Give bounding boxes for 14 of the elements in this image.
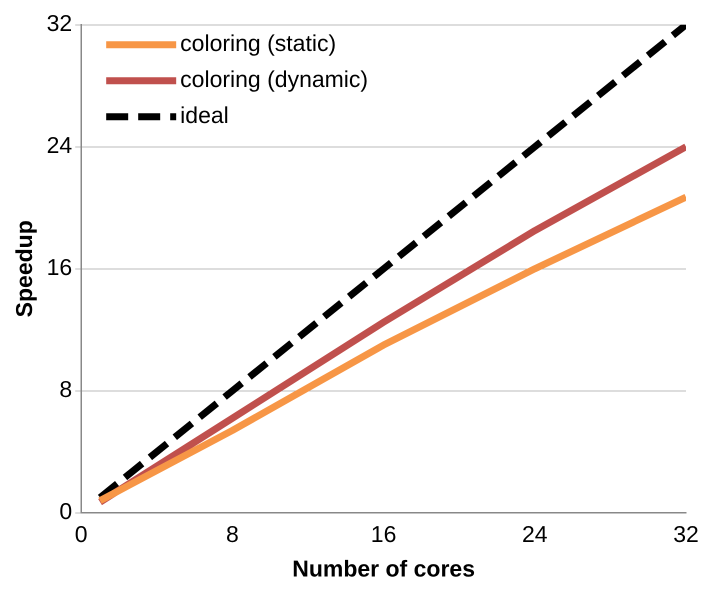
legend-label: ideal xyxy=(180,102,229,128)
y-tick-label: 32 xyxy=(46,10,72,36)
y-tick-label: 24 xyxy=(46,132,72,158)
legend-label: coloring (dynamic) xyxy=(180,66,368,92)
x-tick-label: 24 xyxy=(522,520,548,547)
y-axis-title: Speedup xyxy=(11,220,38,318)
x-tick-label: 16 xyxy=(370,520,396,547)
y-tick-label: 16 xyxy=(46,254,72,280)
legend-label: coloring (static) xyxy=(180,30,336,56)
y-tick-label: 0 xyxy=(59,498,72,524)
y-tick-label: 8 xyxy=(59,376,72,402)
x-axis-title: Number of cores xyxy=(292,556,475,582)
x-tick-label: 8 xyxy=(226,520,239,547)
x-tick-label: 32 xyxy=(673,520,699,547)
